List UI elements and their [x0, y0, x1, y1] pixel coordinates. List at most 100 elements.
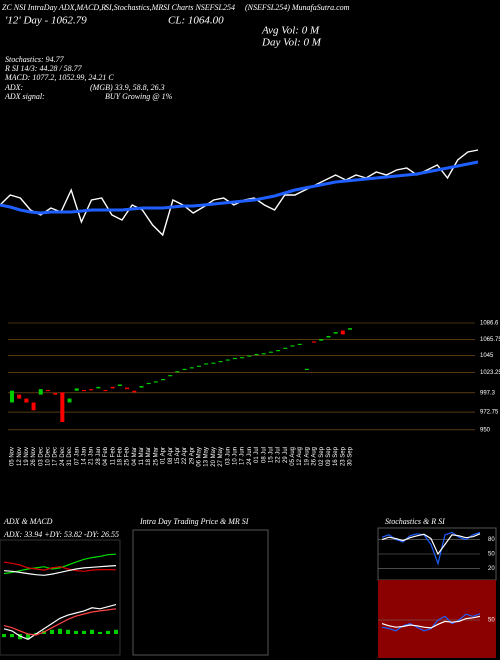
x-tick-label: 12 Aug [297, 447, 303, 466]
x-tick-label: 09 Sep [326, 446, 332, 466]
x-tick-label: 25 Mar [153, 447, 159, 466]
candle-body [110, 386, 115, 389]
histogram-bar [26, 634, 30, 640]
histogram-bar [90, 629, 94, 634]
candle-body [168, 375, 173, 377]
panel-frame [0, 539, 121, 656]
x-tick-label: 02 Sep [319, 446, 325, 466]
candle-body [38, 389, 43, 395]
x-tick-label: 18 Mar [146, 447, 152, 466]
candle-body [161, 378, 166, 381]
x-tick-label: 08 Jul [261, 447, 267, 463]
title-part: SI Charts NSEFSL254 [163, 3, 235, 12]
x-tick-label: 07 Jan [74, 447, 80, 465]
avg-volume: Avg Vol: 0 M [261, 25, 320, 37]
x-tick-label: 14 Jan [81, 447, 87, 465]
series-line [381, 531, 481, 566]
macd-value: MACD: 1077.2, 1052.99, 24.21 C [4, 73, 114, 82]
x-tick-label: 29 Apr [189, 447, 195, 464]
x-tick-label: 15 Apr [175, 447, 181, 464]
x-tick-label: 03 Jun [225, 447, 231, 465]
candle-body [31, 402, 36, 411]
x-tick-label: 25 Feb [125, 446, 131, 465]
candle-body [333, 332, 338, 334]
candle-body [67, 398, 72, 403]
series-line [3, 561, 117, 572]
panel-title: Stochastics & R SI [385, 517, 445, 526]
x-tick-label: 16 Sep [333, 446, 339, 466]
candle-body [60, 392, 65, 423]
candle-body [326, 335, 331, 338]
rsi-value: R SI 14/3: 44.28 / 58.77 [4, 64, 83, 73]
candle-body [45, 389, 50, 392]
histogram-bar [58, 628, 62, 634]
series-line [0, 149, 479, 237]
x-tick-label: 08 Apr [168, 447, 174, 464]
candle-body [319, 339, 324, 341]
y-tick-label: 50 [488, 618, 495, 624]
close-price: CL: 1064.00 [168, 15, 224, 27]
candle-body [89, 389, 94, 391]
y-tick-label: 50 [488, 552, 495, 558]
candle-body [211, 362, 216, 364]
x-tick-label: 11 Mar [139, 447, 145, 465]
candle-body [182, 368, 187, 371]
x-tick-label: 21 Jan [89, 447, 95, 465]
x-tick-label: 10 Jun [233, 447, 239, 465]
candle-body [103, 389, 108, 392]
x-tick-label: 23 Sep [340, 446, 346, 466]
candle-body [175, 371, 180, 373]
x-tick-label: 26 Aug [312, 447, 318, 466]
candle-body [153, 381, 158, 383]
x-tick-label: 27 May [218, 447, 224, 467]
x-tick-label: 22 Apr [182, 447, 188, 464]
x-tick-label: 04 Mar [132, 447, 138, 466]
adx-signal-label: ADX signal: [4, 92, 45, 101]
x-tick-label: 10 Dec [46, 447, 52, 466]
series-line [0, 160, 479, 215]
histogram-bar [82, 630, 86, 634]
histogram-bar [2, 634, 6, 638]
candle-body [276, 350, 281, 352]
candle-body [24, 398, 29, 403]
x-tick-label: 12 Nov [17, 447, 23, 466]
series-line [381, 533, 481, 556]
panel-frame [132, 529, 269, 656]
candle-body [53, 393, 58, 395]
y-tick-label: 20 [488, 566, 495, 572]
x-tick-label: 26 Nov [31, 447, 37, 466]
candle-body [196, 365, 201, 367]
candle-body [117, 384, 122, 387]
y-tick-label: 997.3 [480, 390, 496, 396]
candle-body [268, 351, 273, 353]
x-tick-label: 18 Feb [117, 446, 123, 465]
x-tick-label: 30 Sep [348, 446, 354, 466]
candle-body [312, 341, 317, 343]
title-part: ZC NSI IntraDay ADX,MACD,R [2, 3, 106, 12]
y-tick-label: 1023.25 [480, 370, 500, 376]
histogram-bar [98, 631, 102, 634]
title-part: SI,Stochastics,MR [105, 3, 163, 12]
adx-signal: BUY Growing @ 1% [105, 92, 173, 101]
histogram-bar [10, 634, 14, 638]
candle-body [297, 343, 302, 346]
candle-body [254, 353, 259, 356]
x-tick-label: 22 Jul [276, 447, 282, 463]
x-tick-label: 19 Aug [304, 447, 310, 466]
candle-body [225, 359, 230, 361]
x-tick-label: 03 Dec [38, 447, 44, 466]
x-tick-label: 17 Jun [240, 447, 246, 465]
candle-body [290, 345, 295, 347]
histogram-bar [114, 629, 118, 634]
x-tick-label: 06 May [197, 447, 203, 467]
candle-body [125, 387, 130, 390]
day-price: '12' Day - 1062.79 [5, 15, 87, 27]
candle-body [81, 389, 86, 392]
candle-body [340, 330, 345, 335]
candle-body [283, 347, 288, 349]
x-tick-label: 20 May [211, 447, 217, 467]
histogram-bar [66, 629, 70, 634]
candle-body [348, 328, 352, 330]
candle-body [132, 390, 137, 393]
y-tick-label: 1045 [480, 353, 494, 359]
